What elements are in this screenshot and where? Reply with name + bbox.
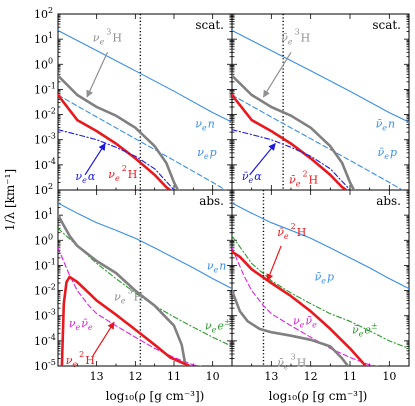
panel-title-bottom-right: abs.: [376, 194, 401, 208]
series-nubar_p_abs: [232, 202, 409, 290]
label-nu_e_abs_label: νee±: [205, 318, 231, 335]
label-nu_n_abs_label: νen: [207, 259, 227, 274]
axes-layer: 10-4 10-3 10-2 10-1 100 101 102 scat. scat. 10-5 1…: [34, 6, 410, 383]
label-nubar_H3_label: ν̄e3H: [281, 28, 310, 47]
y-tick-label: 10-3: [34, 308, 56, 323]
x-tick-label: 12: [128, 370, 142, 383]
panel-title-top-left: scat.: [195, 18, 224, 32]
y-tick-label: 10-2: [34, 283, 56, 298]
series-nu_n: [58, 29, 232, 123]
y-tick-label: 10-5: [34, 358, 56, 373]
series-group-bottom-right: [232, 202, 409, 366]
series-nu_H3_abs: [58, 213, 187, 366]
x-tick-label: 13: [90, 370, 104, 383]
x-axis-title-right: log₁₀(ρ [g cm⁻³]): [269, 389, 368, 403]
label-nu_H2_label: νe2H: [108, 164, 137, 183]
series-nu_H2_abs: [60, 275, 191, 366]
series-nubar_nu_abs: [232, 247, 379, 366]
y-tick-label: 102: [34, 182, 53, 197]
annotation-layer: νe3H νen νep νeα νe2H ν̄e3H ν̄en ν̄ep ν̄eα ν̄e2H ν…: [66, 28, 397, 372]
x-tick-label: 12: [304, 370, 318, 383]
annotation-arrow: [92, 321, 115, 357]
label-nubar_p_abs_label: ν̄ep: [315, 271, 334, 286]
panel-frame-bottom-right: [231, 189, 410, 367]
panel-title-bottom-left: abs.: [199, 194, 224, 208]
series-nubar_e_abs: [232, 235, 409, 349]
x-axis-title-left: log₁₀(ρ [g cm⁻³]): [106, 389, 205, 403]
y-tick-label: 101: [34, 207, 53, 222]
x-tick-label: 11: [167, 370, 181, 383]
label-nubar_e_abs_label: ν̄ee±: [352, 321, 378, 338]
series-group-top-right: [232, 29, 409, 190]
x-tick-label: 11: [343, 370, 357, 383]
label-nubar_alpha_label: ν̄eα: [242, 170, 262, 185]
series-group-bottom-left: [58, 202, 232, 366]
panel-frame-top-left: [57, 13, 233, 191]
label-nubar_n_label: ν̄en: [376, 118, 396, 133]
panel-title-top-right: scat.: [372, 18, 401, 32]
series-nubar_H2_abs: [232, 250, 367, 366]
label-nu_nu_abs_label: νeν̄e: [69, 317, 93, 332]
label-nubar_H2_abs_label: ν̄e2H: [277, 222, 306, 241]
y-tick-label: 10-4: [34, 157, 56, 172]
annotation-arrow: [86, 52, 109, 98]
y-tick-label: 101: [34, 31, 53, 46]
x-tick-label: 10: [382, 370, 396, 383]
series-nubar_alpha: [232, 129, 351, 190]
y-tick-label: 102: [34, 6, 53, 21]
series-nubar_H2: [232, 93, 348, 190]
label-nu_n_label: νen: [195, 118, 215, 133]
label-nubar_nu_abs_label: νeν̄e: [293, 314, 317, 329]
y-axis-title: 1/λ [km⁻¹]: [3, 169, 17, 231]
label-nu_H3_label: νe3H: [93, 28, 122, 47]
label-nu_H3_abs_label: νe3H: [114, 287, 143, 306]
label-nu_p_label: νep: [197, 146, 216, 161]
y-tick-label: 10-2: [34, 107, 56, 122]
series-nu_H3: [58, 74, 180, 190]
y-tick-label: 100: [34, 56, 53, 71]
label-nubar_H3_abs_label: ν̄e3H: [277, 353, 306, 372]
label-nu_alpha_label: νeα: [75, 170, 95, 185]
annotation-arrow: [266, 245, 282, 282]
y-tick-label: 10-3: [34, 132, 56, 147]
y-tick-label: 10-4: [34, 333, 56, 348]
annotation-arrow: [262, 51, 292, 98]
label-nu_H2_abs_label: νe2H: [66, 350, 95, 369]
label-nubar_p_label: ν̄ep: [378, 146, 397, 161]
annotation-arrow: [249, 143, 276, 176]
y-tick-label: 10-1: [34, 81, 56, 96]
y-tick-label: 100: [34, 232, 53, 247]
series-nu_p: [58, 94, 227, 190]
series-nubar_H3_abs: [232, 289, 350, 366]
series-group-top-left: [58, 29, 232, 190]
series-nubar_H3: [232, 74, 356, 190]
y-tick-label: 10-1: [34, 257, 56, 272]
x-tick-label: 13: [264, 370, 278, 383]
series-nu_n_abs: [58, 202, 232, 290]
series-nu_nu_abs: [58, 247, 202, 366]
series-nubar_n: [232, 29, 409, 123]
annotation-arrow: [84, 143, 106, 176]
label-nubar_H2_label: ν̄e2H: [289, 170, 318, 189]
series-layer: [58, 14, 409, 366]
series-nu_H2: [58, 93, 172, 190]
series-nu_alpha: [58, 129, 175, 190]
x-tick-label: 10: [206, 370, 220, 383]
series-nubar_p: [232, 94, 404, 190]
